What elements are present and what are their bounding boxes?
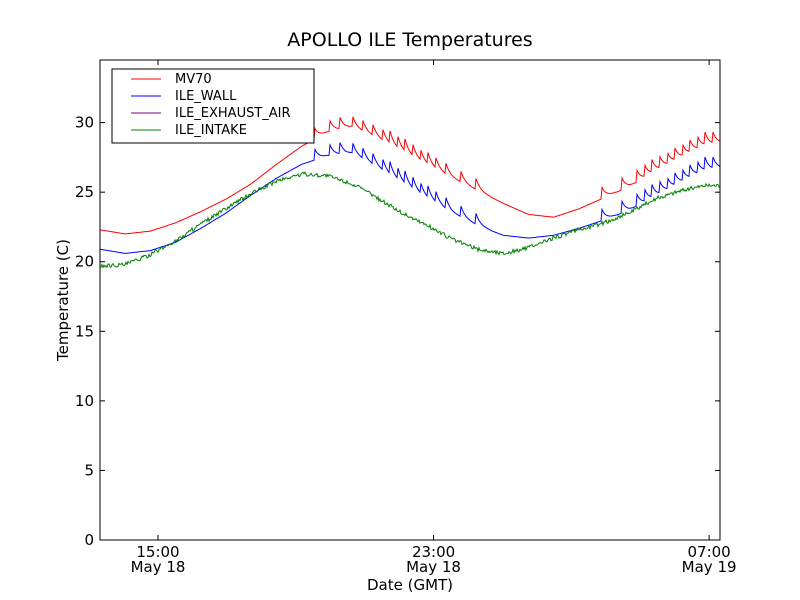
x-tick-label-time: 23:00 bbox=[412, 543, 455, 561]
y-tick-label: 30 bbox=[75, 114, 94, 132]
y-tick-label: 0 bbox=[84, 531, 94, 549]
legend-box bbox=[111, 68, 315, 144]
y-tick-label: 5 bbox=[84, 461, 94, 479]
series-line-mv70 bbox=[99, 116, 721, 235]
legend-label: MV70 bbox=[175, 72, 212, 87]
x-axis-label: Date (GMT) bbox=[367, 576, 453, 594]
y-tick-label: 25 bbox=[75, 183, 94, 201]
x-tick-label-date: May 18 bbox=[406, 558, 461, 576]
legend-label: ILE_WALL bbox=[175, 89, 237, 104]
x-tick-label-time: 15:00 bbox=[136, 543, 179, 561]
plot-frame bbox=[99, 59, 721, 541]
x-tick-label-date: May 18 bbox=[131, 558, 186, 576]
x-tick-label-date: May 19 bbox=[682, 558, 737, 576]
y-tick-label: 10 bbox=[75, 392, 94, 410]
series-layer bbox=[99, 116, 721, 269]
legend: MV70 ILE_WALL ILE_EXHAUST_AIR ILE_INTAKE bbox=[111, 68, 315, 144]
legend-label: ILE_INTAKE bbox=[175, 123, 247, 138]
y-axis-label: Temperature (C) bbox=[54, 239, 72, 362]
series-line-ile-wall bbox=[99, 142, 721, 254]
series-line-ile-intake bbox=[99, 171, 721, 269]
x-tick-label-time: 07:00 bbox=[687, 543, 730, 561]
y-tick-label: 20 bbox=[75, 253, 94, 271]
legend-label: ILE_EXHAUST_AIR bbox=[175, 106, 291, 121]
y-tick-label: 15 bbox=[75, 322, 94, 340]
chart-title: APOLLO ILE Temperatures bbox=[287, 29, 532, 51]
